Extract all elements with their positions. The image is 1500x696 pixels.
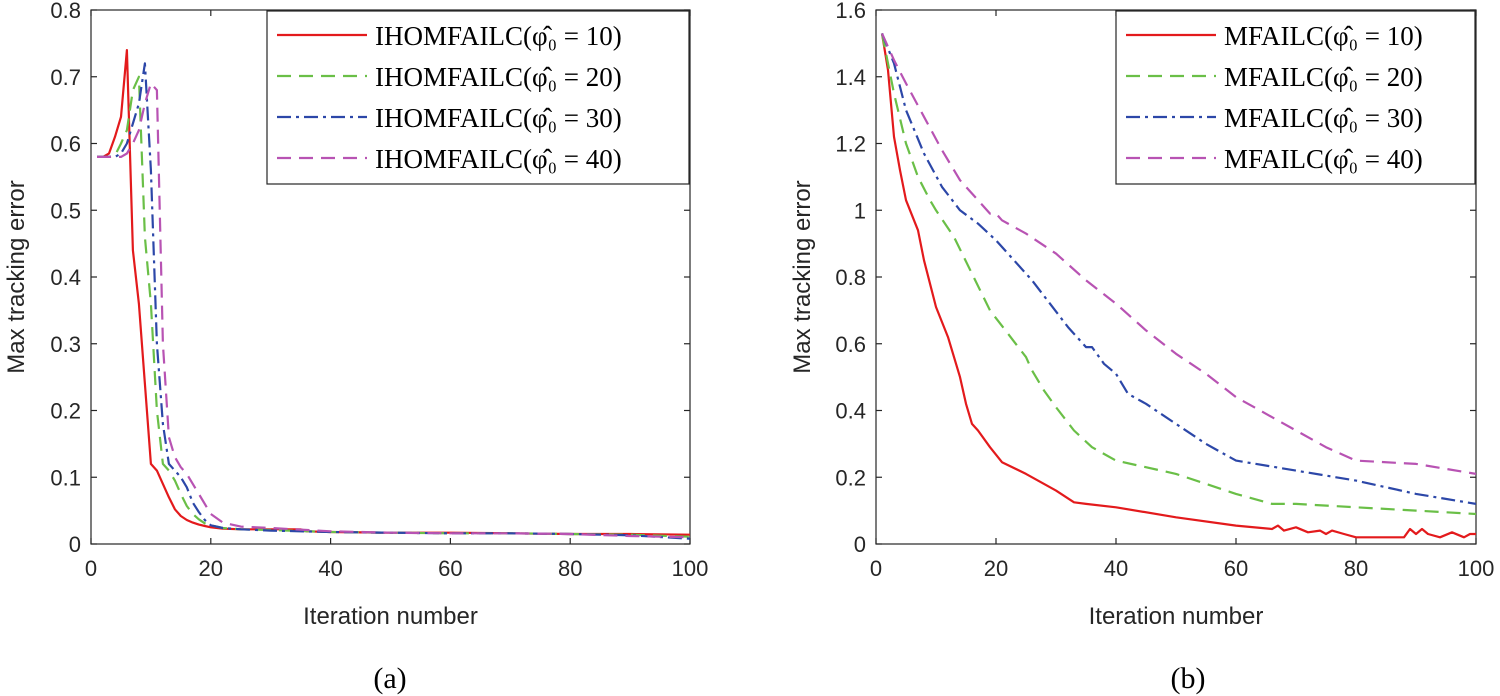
y-tick-label: 0 — [69, 532, 81, 557]
y-tick-label: 0.7 — [50, 65, 81, 90]
legend-box — [266, 10, 690, 185]
legend-box — [1115, 10, 1476, 185]
y-tick-label: 0.2 — [835, 465, 866, 490]
series-line-3 — [880, 32, 1476, 505]
y-tick-label: 0.8 — [835, 265, 866, 290]
y-tick-label: 1.4 — [835, 65, 866, 90]
y-tick-label: 0.2 — [50, 399, 81, 424]
y-tick-label: 0.6 — [835, 332, 866, 357]
legend-label-4: MFAILC(φ̂₀ = 40) — [1224, 144, 1423, 174]
legend-label-3: MFAILC(φ̂₀ = 30) — [1224, 103, 1423, 133]
legend: MFAILC(φ̂₀ = 10) MFAILC(φ̂₀ = 20) MFAILC(φ… — [1115, 10, 1476, 185]
series-line-2 — [880, 33, 1476, 516]
y-tick-label: 0.6 — [50, 132, 81, 157]
y-tick-label: 0.4 — [50, 265, 81, 290]
legend-label-1: MFAILC(φ̂₀ = 10) — [1224, 21, 1423, 51]
panel-caption: (b) — [1171, 662, 1206, 695]
series-line-4 — [97, 82, 690, 539]
series-line-3 — [97, 62, 690, 540]
x-tick-label: 100 — [1458, 556, 1495, 581]
y-tick-label: 0.1 — [50, 465, 81, 490]
legend: IHOMFAILC(φ̂₀ = 10) IHOMFAILC(φ̂₀ = 20) IH… — [266, 10, 690, 185]
x-tick-label: 40 — [318, 556, 342, 581]
x-tick-label: 80 — [558, 556, 582, 581]
legend-label-4: IHOMFAILC(φ̂₀ = 40) — [375, 144, 622, 174]
chart-panel-a: 0 20 40 60 80 100 0 0.1 0.2 0.3 0.4 0.5 0.6 0.7 0.8 Ite… — [3, 0, 708, 695]
y-axis-label: Max tracking error — [3, 180, 30, 373]
x-axis-label: Iteration number — [1089, 603, 1264, 630]
x-tick-label: 20 — [984, 556, 1008, 581]
legend-label-2: MFAILC(φ̂₀ = 20) — [1224, 62, 1423, 92]
x-tick-label: 100 — [672, 556, 709, 581]
y-tick-label: 0.3 — [50, 332, 81, 357]
x-axis-label: Iteration number — [303, 603, 478, 630]
x-tick-label: 60 — [1224, 556, 1248, 581]
y-axis-label: Max tracking error — [789, 180, 816, 373]
y-tick-label: 0.5 — [50, 198, 81, 223]
y-tick-label: 0 — [854, 532, 866, 557]
chart-panel-b: 0 20 40 60 80 100 0 0.2 0.4 0.6 0.8 1 1.2 1.4 1.6 Itera… — [789, 0, 1494, 695]
legend-label-3: IHOMFAILC(φ̂₀ = 30) — [375, 103, 622, 133]
y-tick-label: 0.8 — [50, 0, 81, 23]
x-tick-label: 20 — [199, 556, 223, 581]
y-tick-label: 0.4 — [835, 399, 866, 424]
y-tick-label: 1 — [854, 198, 866, 223]
x-tick-label: 60 — [438, 556, 462, 581]
x-tick-label: 80 — [1344, 556, 1368, 581]
x-tick-label: 0 — [85, 556, 97, 581]
legend-label-2: IHOMFAILC(φ̂₀ = 20) — [375, 62, 622, 92]
x-tick-label: 0 — [870, 556, 882, 581]
series-line-1 — [880, 33, 1476, 539]
y-tick-label: 1.2 — [835, 132, 866, 157]
legend-label-1: IHOMFAILC(φ̂₀ = 10) — [375, 21, 622, 51]
y-tick-label: 1.6 — [835, 0, 866, 23]
series-line-4 — [880, 32, 1476, 475]
panel-caption: (a) — [373, 662, 406, 695]
x-tick-label: 40 — [1104, 556, 1128, 581]
